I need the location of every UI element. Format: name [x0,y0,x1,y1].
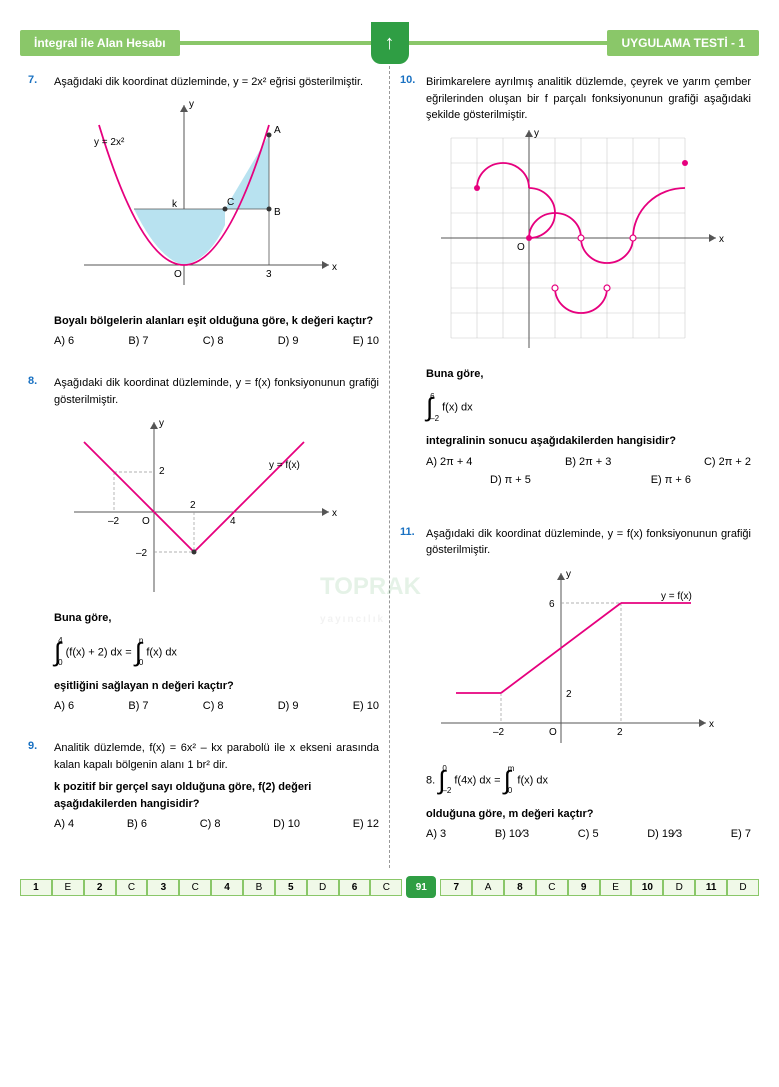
q11-opt-a[interactable]: A) 3 [426,828,446,840]
question-9: 9. Analitik düzlemde, f(x) = 6x² – kx pa… [28,740,379,830]
brand-logo: ↑ [371,22,409,64]
question-number: 9. [28,740,54,773]
svg-text:2: 2 [159,466,165,477]
q8-followup: eşitliğini sağlayan n değeri kaçtır? [28,678,379,695]
question-number: 11. [400,526,426,559]
q8-graph: –2 2 4 2 –2 x y O y = f(x) [64,412,344,602]
svg-text:O: O [549,727,557,738]
svg-text:k: k [172,199,178,210]
section-title-left: İntegral ile Alan Hesabı [20,30,180,56]
question-text: Analitik düzlemde, f(x) = 6x² – kx parab… [54,740,379,773]
svg-text:–2: –2 [136,548,148,559]
q8-opt-a[interactable]: A) 6 [54,700,74,712]
q10-opt-b[interactable]: B) 2π + 3 [565,456,611,468]
svg-text:O: O [142,516,150,527]
q10-followup: integralinin sonucu aşağıdakilerden hang… [400,433,751,450]
question-number: 10. [400,74,426,124]
svg-text:O: O [517,242,525,253]
q8-opt-d[interactable]: D) 9 [278,700,299,712]
q9-opt-a[interactable]: A) 4 [54,818,74,830]
svg-text:2: 2 [566,689,572,700]
svg-text:y = f(x): y = f(x) [661,591,692,602]
answer-key: 1E 2C 3C 4B 5D 6C 91 7A 8C 9E 10D 11D [20,876,759,898]
q7-opt-a[interactable]: A) 6 [54,335,74,347]
question-text: Aşağıdaki dik koordinat düzleminde, y = … [54,74,379,91]
svg-text:–2: –2 [493,727,505,738]
q9-opt-b[interactable]: B) 6 [127,818,147,830]
question-10: 10. Birimkarelere ayrılmış analitik düzl… [400,74,751,486]
svg-text:–2: –2 [108,516,120,527]
q9-opt-d[interactable]: D) 10 [273,818,300,830]
question-text: Aşağıdaki dik koordinat düzleminde, y = … [54,375,379,408]
svg-text:C: C [227,197,234,208]
q7-opt-d[interactable]: D) 9 [278,335,299,347]
question-text: Birimkarelere ayrılmış analitik düzlemde… [426,74,751,124]
section-title-right: UYGULAMA TESTİ - 1 [607,30,759,56]
svg-text:2: 2 [190,500,196,511]
svg-text:B: B [274,207,281,218]
q9-opt-c[interactable]: C) 8 [200,818,221,830]
q11-opt-d[interactable]: D) 19⁄3 [647,828,682,840]
q10-opt-a[interactable]: A) 2π + 4 [426,456,472,468]
q11-followup: olduğuna göre, m değeri kaçtır? [400,806,751,823]
q10-integral: ∫6–2 f(x) dx [400,388,751,427]
question-11: 11. Aşağıdaki dik koordinat düzleminde, … [400,526,751,841]
svg-text:y = 2x²: y = 2x² [94,137,125,148]
svg-text:O: O [174,269,182,280]
q10-opt-d[interactable]: D) π + 5 [490,474,531,486]
svg-text:y: y [159,418,164,429]
svg-text:x: x [709,719,714,730]
question-number: 7. [28,74,54,91]
q7-opt-b[interactable]: B) 7 [128,335,148,347]
page-number: 91 [406,876,436,898]
q7-opt-e[interactable]: E) 10 [353,335,379,347]
q8-opt-e[interactable]: E) 10 [353,700,379,712]
q8-integral: ∫40 (f(x) + 2) dx = ∫n0 f(x) dx [28,633,379,672]
q7-followup: Boyalı bölgelerin alanları eşit olduğuna… [28,313,379,330]
watermark: TOPRAKyayıncılık [320,573,421,629]
q8-opt-c[interactable]: C) 8 [203,700,224,712]
q9-followup: k pozitif bir gerçel sayı olduğuna göre,… [28,779,379,812]
svg-text:y: y [189,99,194,110]
q10-opt-c[interactable]: C) 2π + 2 [704,456,751,468]
svg-text:4: 4 [230,516,236,527]
question-text: Aşağıdaki dik koordinat düzleminde, y = … [426,526,751,559]
q7-graph: y = 2x² A B C k 3 x y O [64,95,344,305]
svg-text:y: y [534,128,539,139]
q11-opt-c[interactable]: C) 5 [578,828,599,840]
svg-text:x: x [719,234,724,245]
q10-opt-e[interactable]: E) π + 6 [651,474,691,486]
q11-graph: –2 2 2 6 x y O y = f(x) [431,563,721,753]
question-8: 8. Aşağıdaki dik koordinat düzleminde, y… [28,375,379,712]
q11-integral: 8. ∫0–2 f(4x) dx = ∫m0 f(x) dx [400,761,751,800]
svg-text:x: x [332,508,337,519]
svg-text:3: 3 [266,269,272,280]
q10-graph: x y O [421,128,731,358]
svg-text:x: x [332,262,337,273]
question-number: 8. [28,375,54,408]
q8-opt-b[interactable]: B) 7 [128,700,148,712]
svg-text:6: 6 [549,599,555,610]
question-7: 7. Aşağıdaki dik koordinat düzleminde, y… [28,74,379,347]
q11-opt-b[interactable]: B) 10⁄3 [495,828,529,840]
svg-text:2: 2 [617,727,623,738]
q7-opt-c[interactable]: C) 8 [203,335,224,347]
svg-text:A: A [274,125,281,136]
q10-buna: Buna göre, [400,366,751,383]
svg-text:y = f(x): y = f(x) [269,460,300,471]
svg-text:y: y [566,569,571,580]
q11-opt-e[interactable]: E) 7 [731,828,751,840]
q9-opt-e[interactable]: E) 12 [353,818,379,830]
